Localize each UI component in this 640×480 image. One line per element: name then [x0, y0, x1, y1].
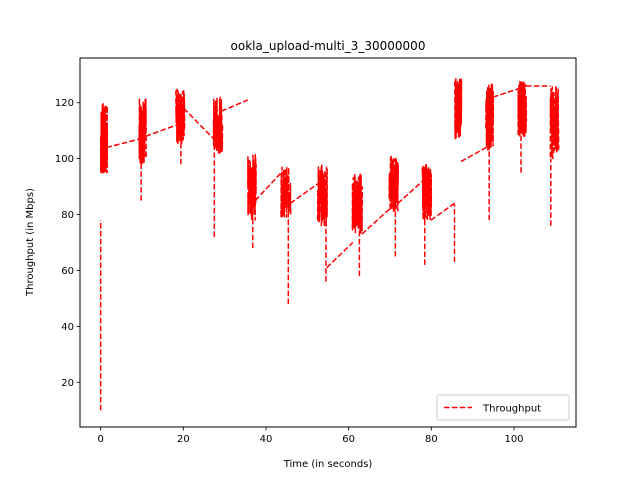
throughput-gap-line-5	[254, 172, 282, 202]
x-tick-label: 60	[342, 434, 355, 445]
throughput-burst-13	[517, 80, 528, 137]
throughput-gap-line-2	[145, 124, 177, 137]
throughput-gap-line-10	[430, 202, 455, 221]
legend-entry-throughput: Throughput	[482, 404, 541, 415]
throughput-gap-line-6	[289, 183, 319, 204]
y-tick-label: 80	[61, 210, 74, 221]
y-tick-label: 40	[61, 322, 74, 333]
throughput-gap-line-4	[221, 99, 249, 112]
x-axis-ticks: 0 20 40 60 80 100	[97, 427, 524, 445]
y-tick-label: 100	[55, 154, 74, 165]
throughput-burst-5	[247, 153, 257, 221]
throughput-gap-line-11	[460, 146, 487, 163]
x-tick-label: 0	[97, 434, 103, 445]
y-axis-label: Throughput (in Mbps)	[25, 188, 36, 297]
throughput-burst-9	[388, 155, 400, 213]
throughput-gap-line-1	[106, 138, 140, 149]
throughput-burst-14	[549, 86, 560, 160]
throughput-series	[99, 77, 560, 411]
throughput-burst-6	[280, 166, 292, 218]
legend: Throughput	[436, 394, 570, 421]
x-axis-label: Time (in seconds)	[283, 459, 373, 470]
throughput-burst-11	[454, 77, 463, 140]
legend-box	[436, 394, 570, 421]
y-tick-label: 120	[55, 98, 74, 109]
throughput-burst-8	[351, 173, 364, 234]
throughput-gap-line-7	[326, 241, 354, 269]
throughput-gap-line-8	[361, 208, 391, 235]
x-tick-label: 20	[177, 434, 190, 445]
throughput-burst-10	[421, 163, 433, 221]
throughput-gap-line-12	[492, 88, 519, 98]
plot-area	[80, 58, 576, 427]
chart-title: ookla_upload-multi_3_30000000	[231, 39, 426, 53]
y-tick-label: 20	[61, 378, 74, 389]
throughput-burst-4	[212, 96, 224, 154]
throughput-burst-12	[485, 83, 495, 151]
x-tick-label: 100	[504, 434, 523, 445]
x-tick-label: 80	[425, 434, 438, 445]
x-tick-label: 40	[260, 434, 273, 445]
y-axis-ticks: 20 40 60 80 100 120	[55, 98, 80, 389]
throughput-gap-line-9	[397, 180, 424, 204]
plot-frame	[79, 57, 577, 428]
throughput-gap-line-3	[183, 107, 215, 140]
throughput-burst-2	[138, 97, 147, 165]
y-tick-label: 60	[61, 266, 74, 277]
throughput-burst-1	[99, 103, 109, 174]
